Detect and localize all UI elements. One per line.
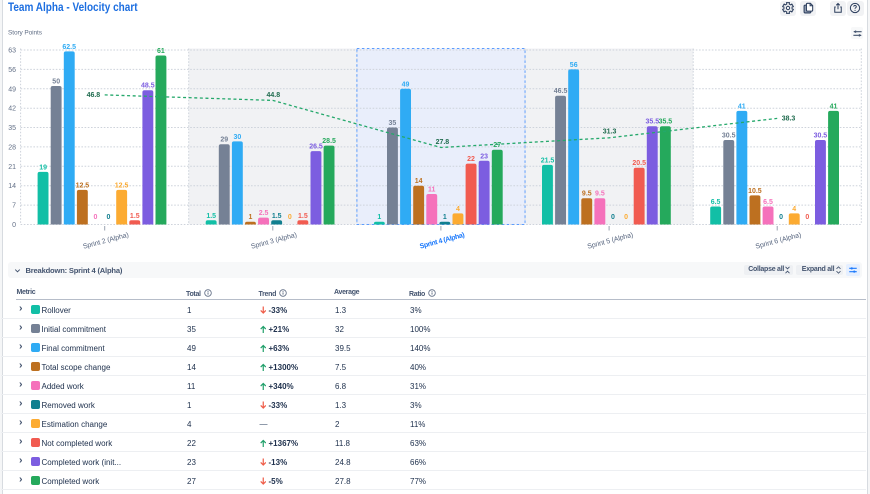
svg-text:46.5: 46.5 bbox=[554, 88, 568, 95]
svg-text:1.5: 1.5 bbox=[272, 213, 282, 220]
svg-text:7: 7 bbox=[12, 203, 16, 210]
svg-text:41: 41 bbox=[738, 103, 746, 110]
svg-text:38.3: 38.3 bbox=[782, 116, 796, 123]
svg-text:49: 49 bbox=[8, 86, 16, 93]
svg-text:30: 30 bbox=[234, 134, 242, 141]
svg-text:14: 14 bbox=[415, 178, 423, 185]
svg-text:21.5: 21.5 bbox=[541, 157, 555, 164]
svg-text:35.5: 35.5 bbox=[645, 119, 659, 126]
svg-text:28.5: 28.5 bbox=[322, 138, 336, 145]
svg-text:0: 0 bbox=[288, 214, 292, 221]
svg-text:4: 4 bbox=[792, 206, 796, 213]
svg-text:Story Points: Story Points bbox=[8, 30, 43, 37]
svg-text:23: 23 bbox=[480, 153, 488, 160]
svg-text:1: 1 bbox=[377, 214, 381, 221]
svg-text:48.5: 48.5 bbox=[141, 83, 155, 90]
svg-text:0: 0 bbox=[12, 222, 16, 229]
svg-text:0: 0 bbox=[779, 214, 783, 221]
svg-text:62.5: 62.5 bbox=[62, 44, 76, 51]
svg-text:14: 14 bbox=[8, 183, 16, 190]
svg-text:42: 42 bbox=[8, 106, 16, 113]
svg-text:1.5: 1.5 bbox=[298, 213, 308, 220]
svg-text:9.5: 9.5 bbox=[582, 191, 592, 198]
svg-text:0: 0 bbox=[805, 214, 809, 221]
svg-text:1.5: 1.5 bbox=[130, 213, 140, 220]
svg-text:12.5: 12.5 bbox=[76, 182, 90, 189]
svg-text:46.8: 46.8 bbox=[87, 92, 101, 99]
svg-text:61: 61 bbox=[157, 48, 165, 55]
svg-text:6.5: 6.5 bbox=[763, 199, 773, 206]
svg-text:1.5: 1.5 bbox=[206, 213, 216, 220]
svg-text:35: 35 bbox=[8, 125, 16, 132]
svg-text:Sprint 4 (Alpha): Sprint 4 (Alpha) bbox=[419, 232, 465, 251]
svg-text:11: 11 bbox=[428, 187, 436, 194]
svg-text:0: 0 bbox=[107, 214, 111, 221]
svg-text:30.5: 30.5 bbox=[722, 133, 736, 140]
svg-text:Sprint 3 (Alpha): Sprint 3 (Alpha) bbox=[250, 232, 297, 251]
svg-text:26.5: 26.5 bbox=[309, 144, 323, 151]
svg-text:Sprint 5 (Alpha): Sprint 5 (Alpha) bbox=[587, 232, 634, 251]
svg-text:29: 29 bbox=[220, 137, 228, 144]
svg-text:19: 19 bbox=[39, 164, 47, 171]
svg-text:63: 63 bbox=[8, 48, 16, 55]
svg-text:12.5: 12.5 bbox=[115, 182, 129, 189]
svg-text:56: 56 bbox=[8, 67, 16, 74]
svg-text:27: 27 bbox=[493, 142, 501, 149]
svg-text:49: 49 bbox=[402, 81, 410, 88]
svg-text:28: 28 bbox=[8, 144, 16, 151]
svg-text:6.5: 6.5 bbox=[711, 199, 721, 206]
svg-text:22: 22 bbox=[467, 156, 475, 163]
svg-text:21: 21 bbox=[8, 164, 16, 171]
svg-text:30.5: 30.5 bbox=[814, 133, 828, 140]
svg-text:0: 0 bbox=[624, 214, 628, 221]
svg-text:35: 35 bbox=[389, 120, 397, 127]
svg-text:2.5: 2.5 bbox=[259, 210, 269, 217]
svg-text:41: 41 bbox=[830, 103, 838, 110]
svg-text:35.5: 35.5 bbox=[659, 119, 673, 126]
svg-text:4: 4 bbox=[456, 206, 460, 213]
svg-text:31.3: 31.3 bbox=[603, 128, 617, 135]
svg-text:Sprint 6 (Alpha): Sprint 6 (Alpha) bbox=[755, 232, 802, 251]
svg-text:1: 1 bbox=[443, 214, 447, 221]
svg-text:56: 56 bbox=[570, 62, 578, 69]
svg-text:27.8: 27.8 bbox=[436, 139, 450, 146]
svg-text:44.8: 44.8 bbox=[266, 92, 280, 99]
svg-text:20.5: 20.5 bbox=[632, 160, 646, 167]
svg-text:10.5: 10.5 bbox=[748, 188, 762, 195]
svg-text:50: 50 bbox=[52, 79, 60, 86]
svg-text:Sprint 2 (Alpha): Sprint 2 (Alpha) bbox=[82, 232, 129, 251]
svg-text:9.5: 9.5 bbox=[595, 191, 605, 198]
svg-text:0: 0 bbox=[611, 214, 615, 221]
svg-text:1: 1 bbox=[249, 214, 253, 221]
svg-text:0: 0 bbox=[94, 214, 98, 221]
